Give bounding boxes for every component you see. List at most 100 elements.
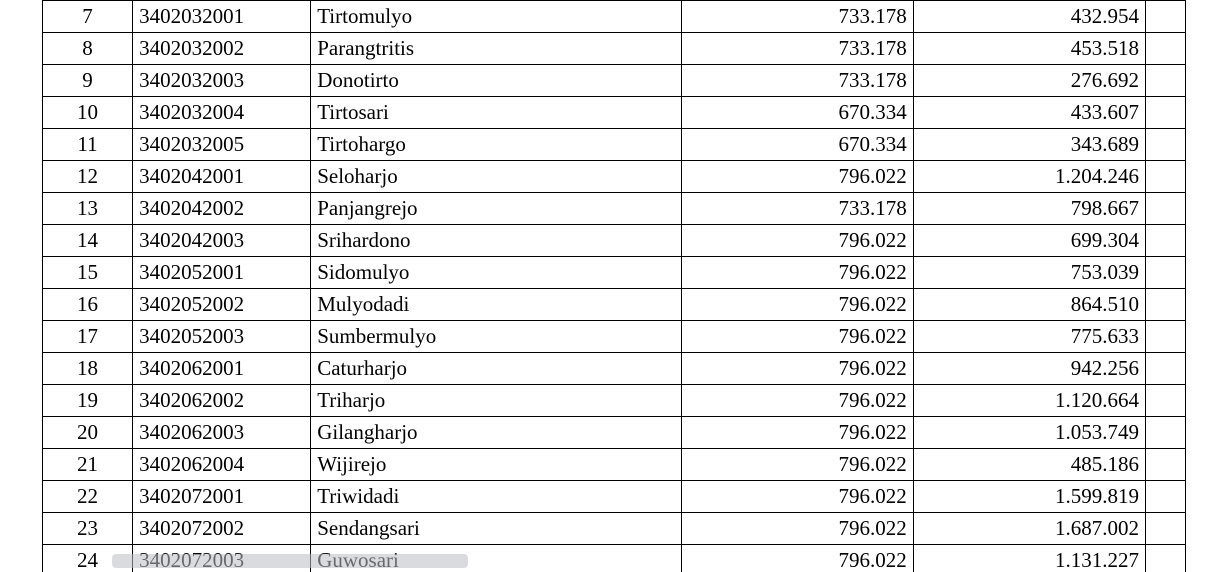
cell-name: Seloharjo — [311, 161, 681, 193]
table-row: 16 3402052002 Mulyodadi 796.022 864.510 — [43, 289, 1186, 321]
cell-no: 20 — [43, 417, 133, 449]
cell-val2: 864.510 — [913, 289, 1145, 321]
table-row: 19 3402062002 Triharjo 796.022 1.120.664 — [43, 385, 1186, 417]
cell-val2: 798.667 — [913, 193, 1145, 225]
cell-val2: 1.204.246 — [913, 161, 1145, 193]
cell-val1: 796.022 — [681, 353, 913, 385]
cell-name: Sumbermulyo — [311, 321, 681, 353]
cell-code: 3402032004 — [133, 97, 311, 129]
cell-code: 3402062003 — [133, 417, 311, 449]
cell-name: Sendangsari — [311, 513, 681, 545]
cell-code: 3402062001 — [133, 353, 311, 385]
cell-val1: 796.022 — [681, 545, 913, 572]
cell-no: 8 — [43, 33, 133, 65]
cell-val2: 432.954 — [913, 1, 1145, 33]
cell-code: 3402062004 — [133, 449, 311, 481]
cell-no: 16 — [43, 289, 133, 321]
table-row: 22 3402072001 Triwidadi 796.022 1.599.81… — [43, 481, 1186, 513]
cell-val2: 453.518 — [913, 33, 1145, 65]
table-row: 14 3402042003 Srihardono 796.022 699.304 — [43, 225, 1186, 257]
cell-val2: 343.689 — [913, 129, 1145, 161]
cell-no: 18 — [43, 353, 133, 385]
cell-val2: 1.053.749 — [913, 417, 1145, 449]
cell-name: Wijirejo — [311, 449, 681, 481]
cell-tail — [1145, 161, 1185, 193]
cell-name: Tirtosari — [311, 97, 681, 129]
cell-code: 3402062002 — [133, 385, 311, 417]
cell-code: 3402032002 — [133, 33, 311, 65]
cell-no: 21 — [43, 449, 133, 481]
cell-val1: 733.178 — [681, 33, 913, 65]
cell-code: 3402052002 — [133, 289, 311, 321]
horizontal-scrollbar[interactable] — [112, 554, 468, 568]
cell-val1: 796.022 — [681, 225, 913, 257]
cell-name: Donotirto — [311, 65, 681, 97]
cell-no: 23 — [43, 513, 133, 545]
table-row: 8 3402032002 Parangtritis 733.178 453.51… — [43, 33, 1186, 65]
table-row: 21 3402062004 Wijirejo 796.022 485.186 — [43, 449, 1186, 481]
cell-val1: 733.178 — [681, 193, 913, 225]
cell-val1: 733.178 — [681, 1, 913, 33]
cell-val1: 796.022 — [681, 161, 913, 193]
cell-name: Tirtohargo — [311, 129, 681, 161]
cell-code: 3402042002 — [133, 193, 311, 225]
cell-name: Gilangharjo — [311, 417, 681, 449]
cell-val1: 670.334 — [681, 97, 913, 129]
cell-val1: 670.334 — [681, 129, 913, 161]
cell-no: 10 — [43, 97, 133, 129]
cell-name: Tirtomulyo — [311, 1, 681, 33]
page: 7 3402032001 Tirtomulyo 733.178 432.954 … — [0, 0, 1228, 572]
table-row: 9 3402032003 Donotirto 733.178 276.692 — [43, 65, 1186, 97]
cell-tail — [1145, 225, 1185, 257]
table-row: 15 3402052001 Sidomulyo 796.022 753.039 — [43, 257, 1186, 289]
cell-tail — [1145, 65, 1185, 97]
table-row: 11 3402032005 Tirtohargo 670.334 343.689 — [43, 129, 1186, 161]
cell-no: 9 — [43, 65, 133, 97]
cell-name: Triharjo — [311, 385, 681, 417]
cell-val2: 1.687.002 — [913, 513, 1145, 545]
cell-no: 7 — [43, 1, 133, 33]
table-row: 7 3402032001 Tirtomulyo 733.178 432.954 — [43, 1, 1186, 33]
cell-val1: 796.022 — [681, 417, 913, 449]
cell-tail — [1145, 513, 1185, 545]
cell-no: 15 — [43, 257, 133, 289]
table-row: 17 3402052003 Sumbermulyo 796.022 775.63… — [43, 321, 1186, 353]
cell-val1: 796.022 — [681, 321, 913, 353]
table-row: 13 3402042002 Panjangrejo 733.178 798.66… — [43, 193, 1186, 225]
table-row: 20 3402062003 Gilangharjo 796.022 1.053.… — [43, 417, 1186, 449]
cell-tail — [1145, 353, 1185, 385]
data-table: 7 3402032001 Tirtomulyo 733.178 432.954 … — [42, 0, 1186, 572]
table-row: 12 3402042001 Seloharjo 796.022 1.204.24… — [43, 161, 1186, 193]
cell-tail — [1145, 321, 1185, 353]
cell-val2: 1.131.227 — [913, 545, 1145, 572]
cell-tail — [1145, 385, 1185, 417]
cell-no: 12 — [43, 161, 133, 193]
table-row: 23 3402072002 Sendangsari 796.022 1.687.… — [43, 513, 1186, 545]
cell-code: 3402052003 — [133, 321, 311, 353]
cell-val1: 796.022 — [681, 385, 913, 417]
cell-code: 3402032005 — [133, 129, 311, 161]
cell-code: 3402072002 — [133, 513, 311, 545]
cell-name: Triwidadi — [311, 481, 681, 513]
cell-code: 3402052001 — [133, 257, 311, 289]
cell-val2: 1.599.819 — [913, 481, 1145, 513]
cell-val2: 433.607 — [913, 97, 1145, 129]
cell-code: 3402042001 — [133, 161, 311, 193]
cell-tail — [1145, 449, 1185, 481]
cell-no: 14 — [43, 225, 133, 257]
cell-val2: 775.633 — [913, 321, 1145, 353]
cell-val2: 1.120.664 — [913, 385, 1145, 417]
cell-tail — [1145, 481, 1185, 513]
cell-no: 13 — [43, 193, 133, 225]
cell-no: 17 — [43, 321, 133, 353]
cell-val1: 796.022 — [681, 257, 913, 289]
cell-name: Srihardono — [311, 225, 681, 257]
cell-tail — [1145, 97, 1185, 129]
cell-code: 3402032003 — [133, 65, 311, 97]
cell-tail — [1145, 1, 1185, 33]
cell-tail — [1145, 257, 1185, 289]
cell-name: Parangtritis — [311, 33, 681, 65]
cell-val1: 796.022 — [681, 289, 913, 321]
cell-val2: 699.304 — [913, 225, 1145, 257]
cell-val1: 796.022 — [681, 449, 913, 481]
